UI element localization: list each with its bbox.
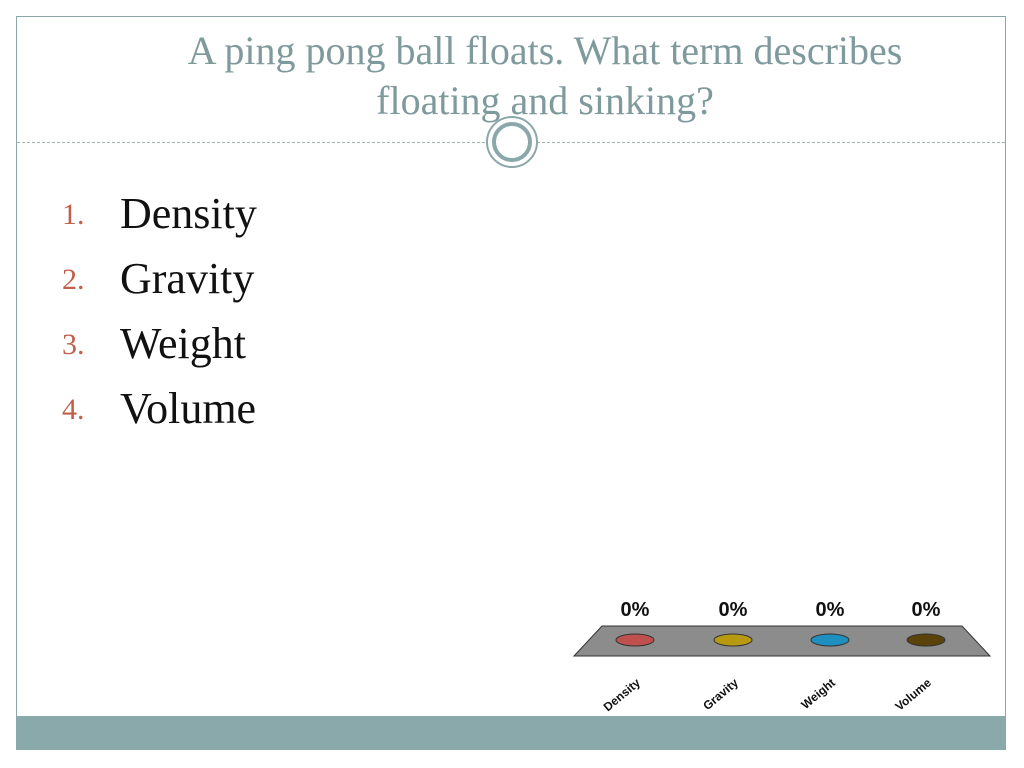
bar-base-density [615,633,655,647]
category-label: Gravity [700,675,741,713]
category-label: Weight [798,676,837,712]
category-label: Density [601,675,643,714]
answer-label: Gravity [120,254,255,303]
percent-label: 0% [816,599,845,621]
percent-label: 0% [719,599,748,621]
answer-number: 1. [62,198,85,231]
percent-label: 0% [912,599,941,621]
title-line-1: A ping pong ball floats. What term descr… [187,28,903,73]
answer-number: 3. [62,328,85,361]
answer-label: Density [120,189,257,238]
answer-label: Weight [120,319,246,368]
circle-ornament-icon [486,116,538,168]
answer-label: Volume [120,384,257,433]
answer-number: 4. [62,393,85,426]
response-chart: 0% Density 0% Gravity 0% Weight 0% Volume [572,599,992,714]
chart-floor [572,625,992,657]
bar-base-gravity [713,633,753,647]
bar-base-volume [906,633,946,647]
answer-number: 2. [62,263,85,296]
title-line-2: floating and sinking? [376,78,714,123]
bar-base-weight [810,633,850,647]
footer-bar [17,716,1005,750]
category-label: Volume [892,675,934,713]
slide-title: A ping pong ball floats. What term descr… [100,26,990,126]
circle-ornament-inner [492,122,532,162]
percent-label: 0% [621,599,650,621]
